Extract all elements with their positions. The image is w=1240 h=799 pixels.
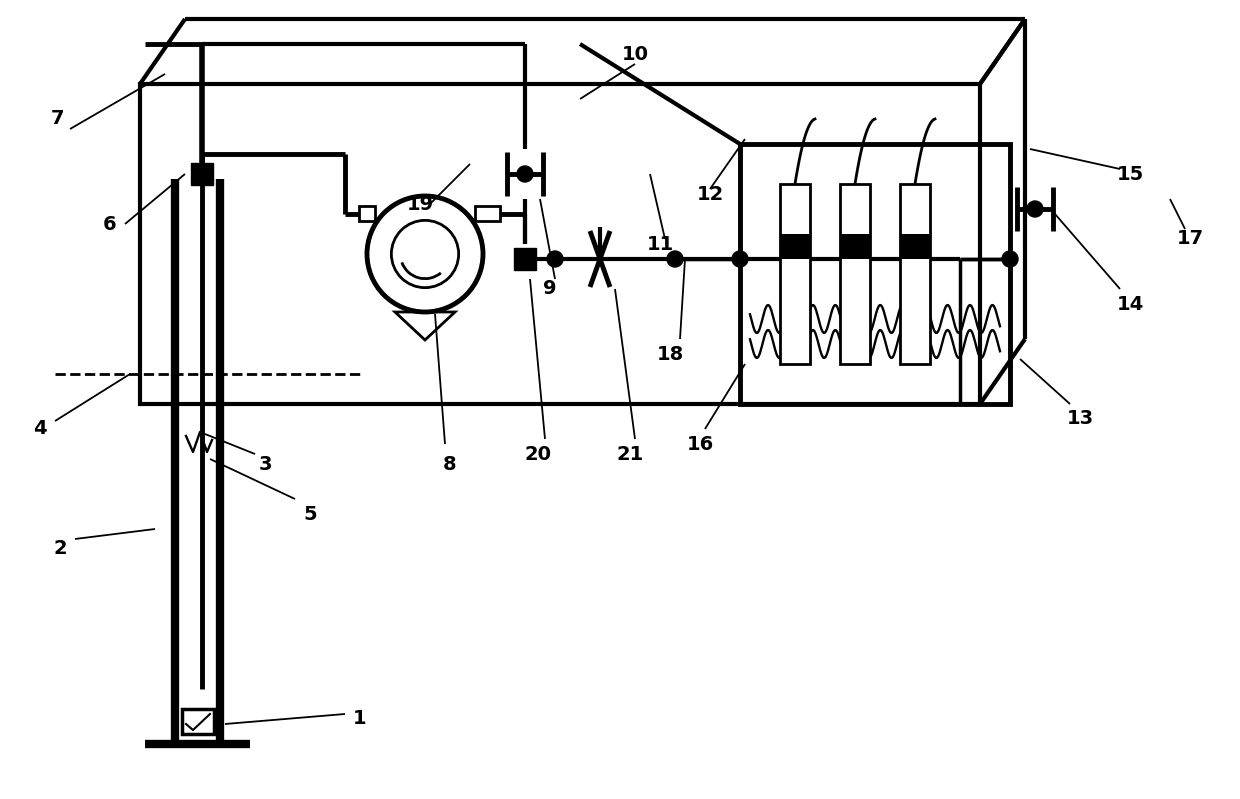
Bar — [900, 234, 930, 259]
Text: 12: 12 — [697, 185, 724, 204]
Text: 1: 1 — [353, 710, 367, 729]
Circle shape — [1027, 201, 1043, 217]
Text: 15: 15 — [1116, 165, 1143, 184]
Text: 8: 8 — [443, 455, 456, 474]
Text: 21: 21 — [616, 444, 644, 463]
Bar — [475, 206, 500, 221]
Text: 4: 4 — [33, 419, 47, 439]
Text: 13: 13 — [1066, 410, 1094, 428]
Text: 11: 11 — [646, 234, 673, 253]
Bar — [780, 184, 810, 364]
Text: 17: 17 — [1177, 229, 1204, 248]
Bar — [740, 144, 1011, 404]
Text: 14: 14 — [1116, 295, 1143, 313]
Text: 10: 10 — [621, 45, 649, 63]
Bar — [900, 184, 930, 364]
Circle shape — [732, 251, 748, 267]
Text: 18: 18 — [656, 344, 683, 364]
Circle shape — [1002, 251, 1018, 267]
Circle shape — [547, 251, 563, 267]
Bar — [360, 206, 374, 221]
Text: 6: 6 — [103, 214, 117, 233]
Text: 3: 3 — [258, 455, 272, 474]
Bar — [140, 84, 980, 404]
Text: 16: 16 — [687, 435, 714, 454]
Text: 9: 9 — [543, 280, 557, 299]
Bar — [839, 234, 870, 259]
Bar — [182, 709, 215, 734]
Text: 2: 2 — [53, 539, 67, 559]
Text: 7: 7 — [51, 109, 64, 129]
Bar — [191, 163, 213, 185]
Text: 20: 20 — [525, 444, 552, 463]
Bar — [515, 248, 536, 270]
Bar — [780, 234, 810, 259]
Circle shape — [517, 166, 533, 182]
Text: 5: 5 — [304, 504, 316, 523]
Circle shape — [667, 251, 683, 267]
Text: 19: 19 — [407, 194, 434, 213]
Bar — [839, 184, 870, 364]
